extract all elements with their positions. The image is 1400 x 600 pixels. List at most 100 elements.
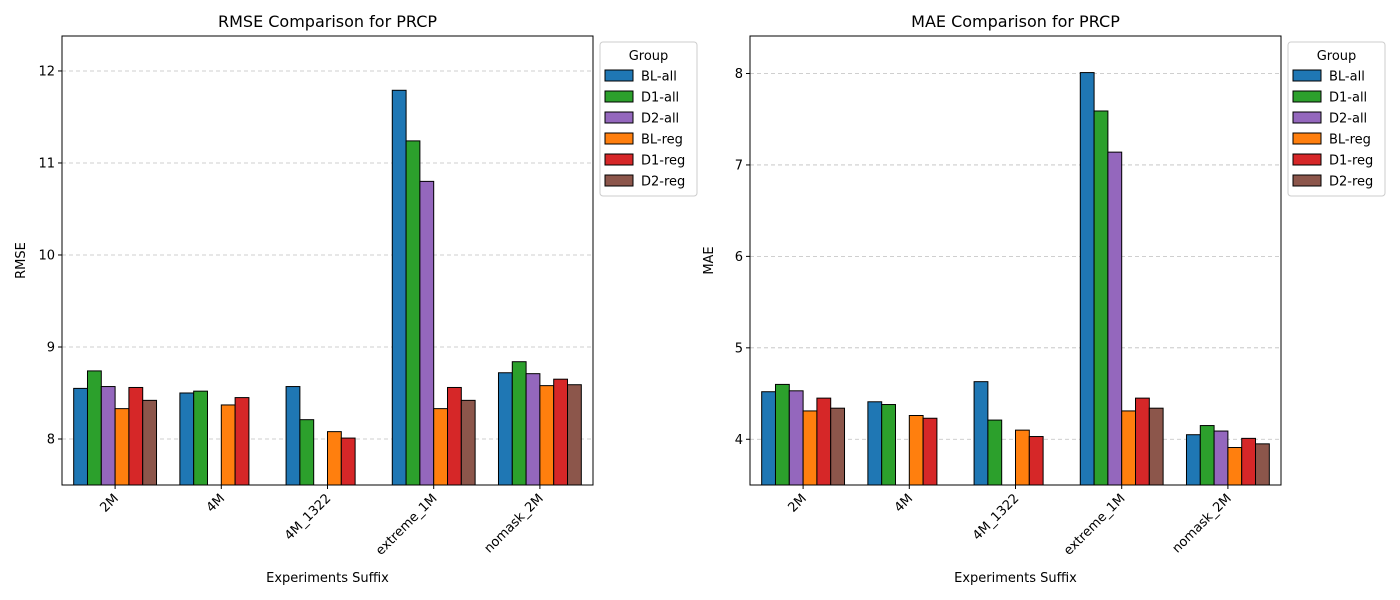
bar-D1-reg-nomask_2M — [553, 378, 569, 486]
chart-title: RMSE Comparison for PRCP — [218, 12, 437, 31]
y-tick-label: 7 — [735, 158, 743, 173]
legend-label: D2-all — [641, 112, 679, 127]
bar-BL-all-extreme_1M — [391, 89, 407, 486]
legend-swatch-D2-all — [604, 111, 634, 124]
bar-D1-reg-4M_1322 — [1028, 436, 1044, 486]
legend-title: Group — [1317, 49, 1357, 64]
x-tick-label: 4M — [892, 491, 916, 515]
y-tick-label: 5 — [735, 341, 743, 356]
y-tick-label: 8 — [47, 432, 55, 447]
y-tick-label: 6 — [735, 250, 743, 265]
bar-BL-reg-2M — [802, 410, 818, 486]
bar-BL-reg-4M_1322 — [327, 431, 342, 486]
bar-BL-all-4M — [179, 392, 195, 486]
legend-label: BL-reg — [1329, 133, 1371, 148]
legend-label: D1-all — [1329, 91, 1367, 106]
legend-swatch-D2-all — [1292, 111, 1322, 124]
legend-swatch-BL-reg — [604, 132, 634, 145]
legend-label: D1-reg — [1329, 154, 1373, 169]
bar-BL-reg-extreme_1M — [433, 408, 449, 486]
bar-D2-reg-extreme_1M — [460, 399, 476, 486]
bar-D1-all-4M — [881, 404, 896, 486]
chart-panel-1: 4 5 6 7 8 2M 4M 4M_1322 extreme_1M nomask_2M MAE C… — [702, 12, 1386, 586]
chart-title: MAE Comparison for PRCP — [911, 12, 1120, 31]
legend-swatch-D2-reg — [1292, 174, 1322, 187]
bar-D2-reg-2M — [830, 407, 846, 486]
bar-D1-reg-2M — [816, 397, 832, 486]
legend-label: D1-reg — [641, 154, 685, 169]
legend-swatch-D1-all — [604, 90, 634, 103]
bar-D1-reg-extreme_1M — [1135, 397, 1150, 486]
bar-D1-all-nomask_2M — [511, 361, 527, 486]
bar-D1-reg-nomask_2M — [1241, 437, 1257, 486]
bar-BL-reg-2M — [114, 408, 130, 486]
legend-title: Group — [629, 49, 669, 64]
bar-D2-all-nomask_2M — [525, 373, 541, 486]
bar-D1-reg-extreme_1M — [447, 386, 462, 486]
bar-BL-reg-4M — [908, 415, 924, 486]
legend-swatch-D1-reg — [1292, 153, 1322, 166]
bar-D1-all-4M_1322 — [299, 419, 315, 486]
bar-BL-all-nomask_2M — [1185, 434, 1201, 486]
bar-D1-all-extreme_1M — [1093, 110, 1109, 486]
legend-label: D2-reg — [1329, 175, 1373, 190]
chart-panel-0: 8 9 10 11 12 2M 4M 4M_1322 extreme_1M nomask_2M RM… — [14, 12, 698, 586]
y-tick-label: 11 — [38, 156, 55, 171]
legend-label: BL-all — [1329, 70, 1365, 85]
y-axis-label: MAE — [702, 246, 717, 274]
bar-BL-reg-nomask_2M — [539, 385, 555, 486]
bar-D2-all-nomask_2M — [1213, 430, 1229, 486]
bar-D1-reg-4M_1322 — [340, 437, 356, 486]
legend: Group BL-all D1-all D2-all BL-reg D1-reg D2-re… — [1287, 41, 1386, 197]
bar-BL-all-nomask_2M — [497, 372, 513, 486]
bar-D1-all-4M — [193, 390, 208, 486]
y-tick-label: 8 — [735, 67, 743, 82]
bar-D1-reg-2M — [128, 386, 144, 486]
x-axis-label: Experiments Suffix — [266, 571, 389, 586]
legend-swatch-BL-all — [1292, 69, 1322, 82]
bar-D2-all-2M — [100, 386, 116, 486]
legend-swatch-D2-reg — [604, 174, 634, 187]
bar-D2-reg-extreme_1M — [1148, 407, 1164, 486]
legend-label: D2-all — [1329, 112, 1367, 127]
bar-BL-all-4M_1322 — [285, 386, 301, 486]
x-tick-label: extreme_1M — [1061, 491, 1128, 558]
bar-BL-reg-extreme_1M — [1121, 410, 1137, 486]
bar-BL-all-4M — [867, 401, 883, 486]
bar-D1-all-nomask_2M — [1199, 425, 1215, 486]
bar-D1-reg-4M — [234, 397, 250, 486]
bar-D1-reg-4M — [922, 417, 938, 486]
bar-BL-all-4M_1322 — [973, 381, 989, 486]
bar-D2-reg-nomask_2M — [1255, 443, 1270, 486]
x-tick-label: 2M — [98, 491, 122, 515]
x-tick-label: nomask_2M — [1170, 491, 1235, 556]
legend-swatch-BL-reg — [1292, 132, 1322, 145]
bar-D1-all-2M — [86, 370, 102, 486]
y-tick-label: 10 — [38, 248, 55, 263]
legend-label: D2-reg — [641, 175, 685, 190]
bar-BL-all-2M — [73, 387, 88, 486]
legend-label: D1-all — [641, 91, 679, 106]
legend-swatch-BL-all — [604, 69, 634, 82]
bar-BL-all-extreme_1M — [1079, 72, 1095, 486]
legend-label: BL-reg — [641, 133, 683, 148]
legend-label: BL-all — [641, 70, 677, 85]
legend-swatch-D1-reg — [604, 153, 634, 166]
x-tick-label: 4M_1322 — [282, 491, 334, 543]
legend: Group BL-all D1-all D2-all BL-reg D1-reg D2-re… — [599, 41, 698, 197]
bar-D2-reg-nomask_2M — [567, 384, 582, 486]
bar-D2-reg-2M — [142, 399, 158, 486]
y-axis-label: RMSE — [14, 242, 29, 279]
bar-D1-all-2M — [774, 383, 790, 486]
y-tick-label: 9 — [47, 340, 55, 355]
bar-D2-all-extreme_1M — [1107, 151, 1123, 486]
bar-BL-all-2M — [761, 391, 776, 486]
y-tick-label: 4 — [735, 433, 743, 448]
bar-BL-reg-4M_1322 — [1015, 429, 1030, 486]
bar-D2-all-extreme_1M — [419, 180, 435, 486]
x-axis-label: Experiments Suffix — [954, 571, 1077, 586]
y-tick-label: 12 — [38, 64, 55, 79]
bar-BL-reg-4M — [220, 404, 236, 486]
bar-BL-reg-nomask_2M — [1227, 447, 1243, 486]
